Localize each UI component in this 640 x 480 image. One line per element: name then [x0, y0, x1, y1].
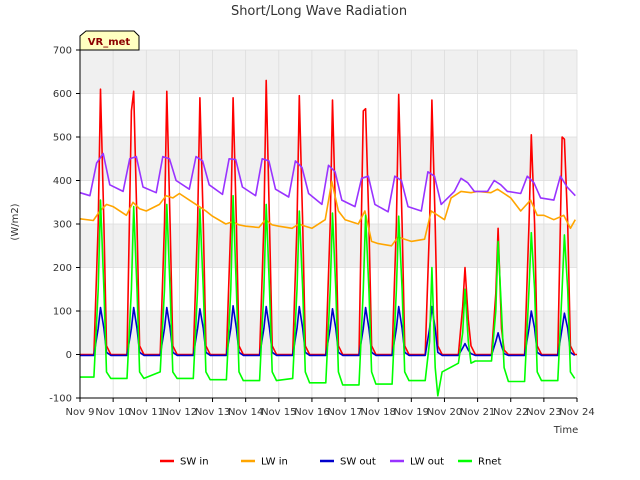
legend-label-sw-in: SW in: [180, 457, 209, 468]
chart-title: Short/Long Wave Radiation: [231, 4, 407, 19]
site-label: VR_met: [79, 30, 140, 51]
y-tick-label: 100: [53, 307, 72, 318]
y-tick-label: 0: [66, 350, 72, 361]
x-tick-label: Nov 22: [493, 407, 528, 418]
series-lines: [79, 79, 577, 397]
plot-band: [80, 50, 577, 94]
y-tick-label: 600: [53, 89, 72, 100]
legend-label-sw-out: SW out: [340, 457, 376, 468]
legend: SW in LW in SW out LW out Rnet: [160, 457, 501, 468]
x-tick-label: Nov 11: [129, 407, 164, 418]
x-tick-label: Nov 16: [294, 407, 329, 418]
x-tick-label: Nov 24: [559, 407, 594, 418]
site-label-text: VR_met: [88, 37, 131, 48]
y-tick-label: 500: [53, 133, 72, 144]
legend-label-lw-in: LW in: [261, 457, 288, 468]
x-tick-label: Nov 9: [65, 407, 94, 418]
site-label-box: [79, 30, 140, 51]
series-line-sw-out: [80, 304, 576, 357]
x-tick-label: Nov 15: [261, 407, 296, 418]
x-tick-label: Nov 21: [460, 407, 495, 418]
y-tick-label: 300: [53, 220, 72, 231]
x-tick-label: Nov 13: [195, 407, 230, 418]
x-tick-label: Nov 18: [360, 407, 395, 418]
x-tick-label: Nov 14: [228, 407, 263, 418]
series-line-lw-in: [79, 180, 576, 247]
plot-band: [80, 93, 577, 137]
x-tick-label: Nov 17: [327, 407, 362, 418]
series-line-rnet: [80, 194, 576, 397]
plot-band: [80, 137, 577, 181]
y-tick-label: 700: [53, 46, 72, 57]
x-tick-label: Nov 12: [162, 407, 197, 418]
x-tick-label: Nov 10: [95, 407, 130, 418]
x-axis-label: Time: [553, 425, 578, 436]
legend-label-rnet: Rnet: [478, 457, 501, 468]
plot-band: [80, 354, 577, 398]
y-tick-label: -100: [49, 394, 72, 405]
x-tick-label: Nov 20: [427, 407, 462, 418]
y-tick-label: 200: [53, 263, 72, 274]
series-line-lw-out: [79, 152, 576, 213]
legend-label-lw-out: LW out: [410, 457, 444, 468]
x-tick-label: Nov 23: [526, 407, 561, 418]
y-axis-label: (W/m2): [10, 203, 21, 240]
x-tick-label: Nov 19: [394, 407, 429, 418]
y-tick-label: 400: [53, 176, 72, 187]
